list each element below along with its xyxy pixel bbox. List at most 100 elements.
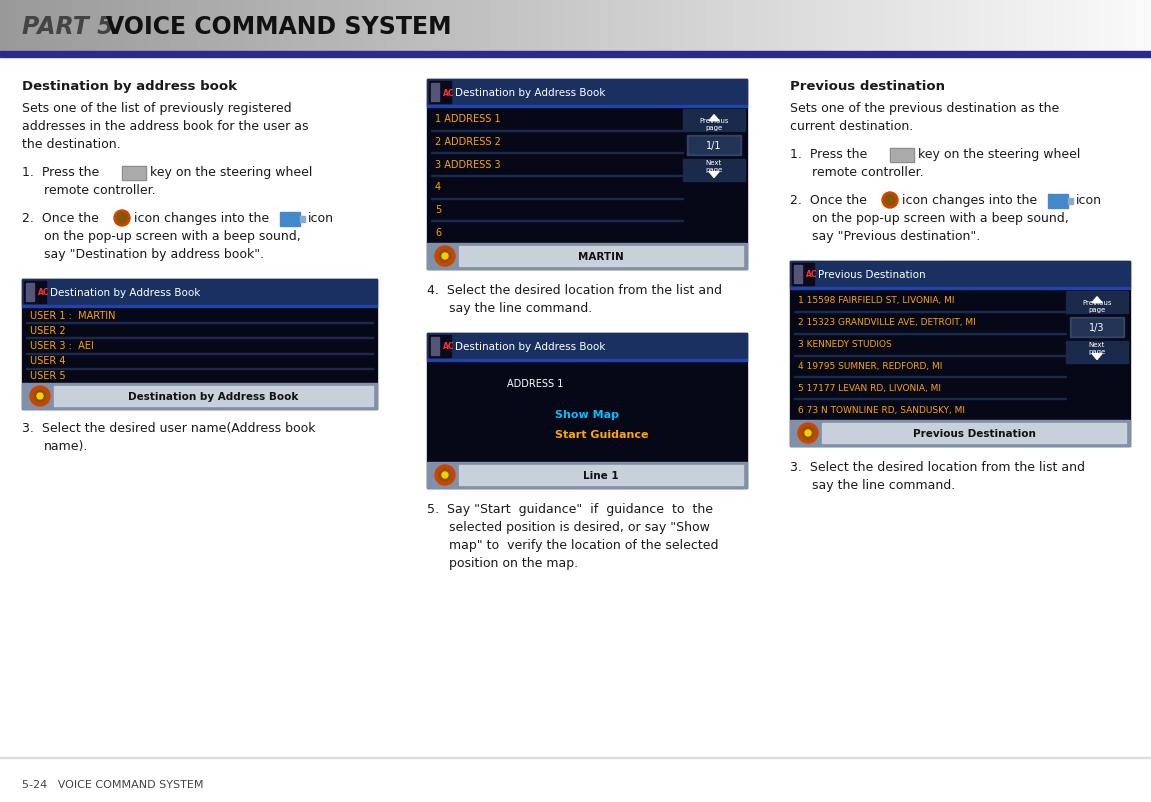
- Circle shape: [114, 211, 130, 227]
- Text: 5.  Say "Start  guidance"  if  guidance  to  the: 5. Say "Start guidance" if guidance to t…: [427, 502, 712, 516]
- Bar: [794, 355, 1066, 356]
- Text: Destination by Address Book: Destination by Address Book: [49, 288, 200, 298]
- Text: 2 ADDRESS 2: 2 ADDRESS 2: [435, 137, 501, 147]
- Bar: [794, 377, 1066, 378]
- Text: current destination.: current destination.: [790, 119, 913, 133]
- Bar: [430, 198, 683, 200]
- Polygon shape: [709, 172, 719, 178]
- Bar: [430, 153, 683, 154]
- Text: icon: icon: [1076, 194, 1102, 207]
- Bar: [427, 334, 747, 488]
- Bar: [54, 387, 373, 407]
- Text: name).: name).: [44, 439, 89, 452]
- Bar: [22, 280, 378, 410]
- Bar: [430, 84, 439, 102]
- Bar: [427, 244, 747, 269]
- Polygon shape: [709, 115, 719, 122]
- Bar: [427, 359, 747, 362]
- Text: 1.  Press the: 1. Press the: [790, 148, 867, 160]
- Text: say "Destination by address book".: say "Destination by address book".: [44, 248, 264, 261]
- Bar: [24, 282, 46, 304]
- Bar: [790, 420, 1130, 447]
- Bar: [891, 150, 913, 162]
- Text: 4.  Select the desired location from the list and: 4. Select the desired location from the …: [427, 284, 722, 297]
- Text: PART 5: PART 5: [22, 15, 114, 39]
- Text: 4 19795 SUMNER, REDFORD, MI: 4 19795 SUMNER, REDFORD, MI: [798, 362, 943, 371]
- Circle shape: [435, 247, 455, 267]
- Text: Destination by Address Book: Destination by Address Book: [455, 342, 605, 351]
- Text: say the line command.: say the line command.: [449, 302, 593, 314]
- Text: 3 KENNEDY STUDIOS: 3 KENNEDY STUDIOS: [798, 340, 892, 349]
- Circle shape: [439, 251, 451, 263]
- Bar: [1068, 199, 1073, 205]
- Bar: [790, 261, 1130, 447]
- Bar: [1066, 342, 1128, 363]
- Text: icon: icon: [308, 212, 334, 225]
- Circle shape: [37, 394, 43, 399]
- Bar: [430, 338, 439, 355]
- Text: on the pop-up screen with a beep sound,: on the pop-up screen with a beep sound,: [811, 212, 1069, 225]
- Bar: [26, 338, 373, 339]
- Text: Sets one of the previous destination as the: Sets one of the previous destination as …: [790, 102, 1059, 115]
- Text: 2 15323 GRANDVILLE AVE, DETROIT, MI: 2 15323 GRANDVILLE AVE, DETROIT, MI: [798, 318, 976, 327]
- Text: USER 4: USER 4: [30, 356, 66, 366]
- Text: remote controller.: remote controller.: [44, 184, 155, 196]
- Text: 5 17177 LEVAN RD, LIVONIA, MI: 5 17177 LEVAN RD, LIVONIA, MI: [798, 383, 942, 392]
- Text: Previous Destination: Previous Destination: [818, 269, 925, 280]
- Text: MARTIN: MARTIN: [578, 252, 624, 261]
- Text: say the line command.: say the line command.: [811, 479, 955, 492]
- Text: 5-24   VOICE COMMAND SYSTEM: 5-24 VOICE COMMAND SYSTEM: [22, 779, 204, 789]
- Text: icon changes into the: icon changes into the: [134, 212, 269, 225]
- Text: key on the steering wheel: key on the steering wheel: [150, 166, 312, 179]
- Text: Line 1: Line 1: [584, 471, 619, 480]
- Circle shape: [885, 196, 895, 206]
- Circle shape: [439, 469, 451, 481]
- Text: 3 ADDRESS 3: 3 ADDRESS 3: [435, 160, 501, 169]
- Bar: [794, 311, 1066, 313]
- Bar: [429, 335, 451, 358]
- Text: AC: AC: [806, 270, 817, 279]
- Bar: [790, 288, 1130, 290]
- Circle shape: [435, 465, 455, 485]
- Text: map" to  verify the location of the selected: map" to verify the location of the selec…: [449, 538, 718, 551]
- Bar: [22, 280, 378, 306]
- Bar: [822, 423, 1126, 444]
- Text: Destination by Address Book: Destination by Address Book: [128, 391, 299, 402]
- Bar: [427, 80, 747, 269]
- Circle shape: [798, 423, 818, 444]
- Text: 6 73 N TOWNLINE RD, SANDUSKY, MI: 6 73 N TOWNLINE RD, SANDUSKY, MI: [798, 405, 965, 414]
- Bar: [427, 463, 747, 488]
- Bar: [1049, 195, 1068, 209]
- Bar: [1072, 320, 1122, 335]
- Text: 4: 4: [435, 182, 441, 192]
- Polygon shape: [1092, 298, 1102, 303]
- Text: Previous Destination: Previous Destination: [913, 428, 1036, 439]
- Text: 1.  Press the: 1. Press the: [22, 166, 99, 179]
- Bar: [429, 82, 451, 104]
- Bar: [22, 306, 378, 308]
- Bar: [430, 131, 683, 132]
- Text: Show Map: Show Map: [555, 409, 619, 419]
- Circle shape: [117, 214, 127, 224]
- Bar: [0, 757, 1151, 758]
- Text: USER 5: USER 5: [30, 371, 66, 381]
- Bar: [1070, 318, 1125, 338]
- Bar: [1066, 292, 1128, 314]
- Bar: [22, 383, 378, 410]
- Bar: [683, 160, 745, 182]
- Text: addresses in the address book for the user as: addresses in the address book for the us…: [22, 119, 308, 133]
- Text: 5: 5: [435, 205, 441, 215]
- Bar: [459, 465, 744, 485]
- Bar: [459, 247, 744, 267]
- Text: 2.  Once the: 2. Once the: [22, 212, 99, 225]
- Text: remote controller.: remote controller.: [811, 166, 923, 179]
- Circle shape: [442, 253, 448, 260]
- Bar: [792, 264, 814, 286]
- Text: the destination.: the destination.: [22, 138, 121, 151]
- Text: 1 ADDRESS 1: 1 ADDRESS 1: [435, 114, 501, 124]
- Text: USER 2: USER 2: [30, 326, 66, 335]
- Text: say "Previous destination".: say "Previous destination".: [811, 229, 981, 243]
- Bar: [427, 334, 747, 359]
- Text: 6: 6: [435, 228, 441, 237]
- Bar: [430, 221, 683, 222]
